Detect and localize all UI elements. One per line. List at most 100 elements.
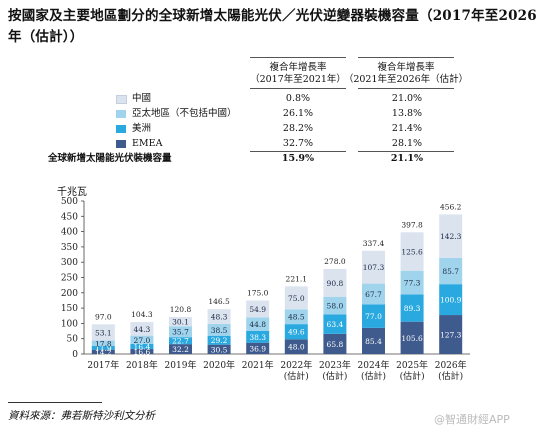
segment-value-label: 11.9 bbox=[95, 344, 112, 353]
segment-value-label: 16.4 bbox=[134, 342, 151, 351]
bar-segment bbox=[400, 232, 424, 271]
bar-segment bbox=[323, 296, 347, 315]
bar-segment bbox=[130, 322, 154, 336]
segment-value-label: 30.5 bbox=[211, 345, 228, 354]
x-tick-label: 2020年 bbox=[203, 359, 235, 371]
segment-value-label: 77.3 bbox=[404, 279, 421, 288]
bar-segment bbox=[207, 309, 231, 324]
bar-segment bbox=[284, 339, 308, 354]
cagr-total-2017-2021: 15.9% bbox=[281, 153, 315, 164]
total-label: 全球新增太陽能光伏裝機容量 bbox=[48, 153, 172, 164]
bar-segment bbox=[323, 314, 347, 334]
cagr-china-2017-2021: 0.8% bbox=[285, 93, 311, 104]
segment-value-label: 14.2 bbox=[95, 348, 112, 357]
legend-swatch-china bbox=[116, 95, 127, 104]
table-rule-total-2 bbox=[358, 151, 454, 152]
total-value-label: 221.1 bbox=[286, 274, 307, 283]
total-value-label: 97.0 bbox=[95, 312, 112, 321]
bar-segment bbox=[207, 335, 231, 345]
table-rule-mid-1 bbox=[250, 88, 346, 89]
bar-segment bbox=[284, 286, 308, 310]
y-tick-label: 300 bbox=[61, 258, 78, 268]
x-tick-label: 2021年 bbox=[242, 359, 274, 371]
y-axis-unit-label: 千兆瓦 bbox=[57, 187, 87, 198]
segment-value-label: 142.3 bbox=[440, 232, 462, 241]
x-tick-label: 2025年 bbox=[396, 359, 428, 371]
legend-swatch-americas bbox=[116, 125, 126, 133]
cagr-americas-2017-2021: 28.2% bbox=[282, 123, 314, 134]
segment-value-label: 53.1 bbox=[95, 328, 112, 337]
cagr-china-2021-2026: 21.0% bbox=[391, 93, 423, 104]
y-tick-label: 250 bbox=[61, 274, 78, 284]
x-tick-label: (估計) bbox=[438, 370, 463, 382]
x-tick-label: 2019年 bbox=[165, 359, 197, 371]
bar-segment bbox=[439, 284, 463, 316]
table-header-cagr-2021-2026: 複合年增長率 （2021年至2026年（估計） bbox=[343, 62, 469, 85]
cagr-total-2021-2026: 21.1% bbox=[390, 153, 424, 164]
bar-segment bbox=[169, 326, 192, 338]
segment-value-label: 90.8 bbox=[327, 279, 344, 288]
segment-value-label: 67.7 bbox=[365, 290, 382, 299]
segment-value-label: 32.2 bbox=[172, 345, 189, 354]
y-tick-label: 400 bbox=[61, 228, 78, 238]
table-rule-total-1 bbox=[250, 151, 346, 152]
y-tick-label: 50 bbox=[67, 335, 79, 345]
bar-segment bbox=[362, 304, 385, 328]
segment-value-label: 44.8 bbox=[249, 320, 266, 329]
segment-value-label: 29.2 bbox=[211, 336, 228, 345]
y-tick-label: 0 bbox=[72, 350, 78, 360]
y-tick-label: 150 bbox=[61, 304, 78, 314]
segment-value-label: 75.0 bbox=[288, 294, 305, 303]
source-note: 資料來源：弗若斯特沙利文分析 bbox=[8, 410, 155, 422]
table-header-cagr-2017-2021: 複合年增長率 （2017年至2021年） bbox=[250, 62, 346, 85]
segment-value-label: 16.6 bbox=[134, 347, 151, 356]
chart-title: 按國家及主要地區劃分的全球新增太陽能光伏／光伏逆變器裝機容量（2017年至202… bbox=[8, 8, 537, 45]
cagr-emea-2021-2026: 28.1% bbox=[391, 138, 423, 149]
table-rule-top-1 bbox=[250, 57, 346, 58]
segment-value-label: 22.7 bbox=[172, 337, 189, 346]
bar-segment bbox=[400, 294, 424, 322]
total-value-label: 456.2 bbox=[440, 202, 462, 211]
segment-value-label: 30.1 bbox=[172, 318, 189, 327]
x-tick-label: 2018年 bbox=[126, 359, 158, 371]
bar-segment bbox=[91, 324, 115, 341]
bar-segment bbox=[439, 315, 463, 354]
bar-segment bbox=[323, 268, 347, 297]
bar-segment bbox=[91, 340, 115, 347]
segment-value-label: 48.0 bbox=[288, 343, 305, 352]
cagr-apac-2021-2026: 13.8% bbox=[391, 108, 423, 119]
bar-segment bbox=[169, 337, 192, 345]
cagr-emea-2017-2021: 32.7% bbox=[282, 138, 314, 149]
x-tick-label: (估計) bbox=[284, 370, 309, 382]
segment-value-label: 107.3 bbox=[363, 263, 385, 272]
bar-segment bbox=[207, 344, 231, 354]
x-tick-label: 2023年 bbox=[319, 359, 351, 371]
bar-segment bbox=[362, 327, 385, 354]
x-tick-label: (估計) bbox=[322, 370, 347, 382]
legend-label-apac: 亞太地區（不包括中國） bbox=[132, 108, 237, 119]
segment-value-label: 44.3 bbox=[134, 325, 151, 334]
x-tick-label: 2026年 bbox=[435, 359, 467, 371]
x-tick-label: 2017年 bbox=[87, 359, 119, 371]
bar-segment bbox=[130, 335, 154, 344]
segment-value-label: 35.7 bbox=[172, 328, 189, 337]
segment-value-label: 27.0 bbox=[134, 336, 151, 345]
segment-value-label: 38.3 bbox=[249, 333, 266, 342]
bar-segment bbox=[91, 349, 115, 354]
bar-segment bbox=[130, 348, 154, 354]
segment-value-label: 48.5 bbox=[288, 313, 305, 322]
watermark: @智通財經APP bbox=[434, 413, 510, 426]
table-rule-top-2 bbox=[358, 57, 454, 58]
x-tick-label: (估計) bbox=[361, 370, 386, 382]
segment-value-label: 38.5 bbox=[211, 326, 228, 335]
bar-segment bbox=[207, 323, 231, 336]
segment-value-label: 77.0 bbox=[365, 312, 382, 321]
bar-segment bbox=[400, 270, 424, 295]
bar-segment bbox=[323, 333, 347, 354]
total-value-label: 175.0 bbox=[247, 288, 269, 297]
segment-value-label: 49.6 bbox=[288, 328, 305, 337]
table-rule-mid-2 bbox=[358, 88, 454, 89]
bar-segment bbox=[169, 344, 192, 354]
bar-segment bbox=[246, 317, 270, 331]
